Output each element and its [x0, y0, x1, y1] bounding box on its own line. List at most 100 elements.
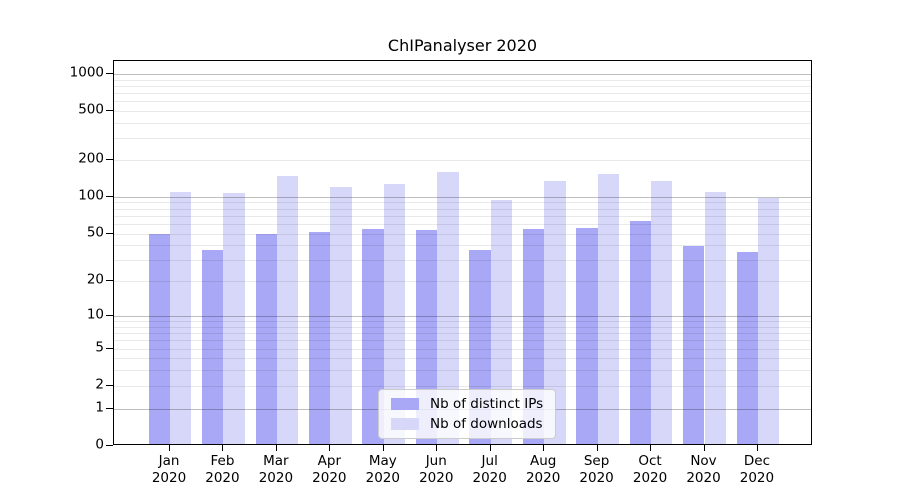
gridline-minor	[114, 340, 811, 342]
y-tick	[106, 315, 113, 316]
gridline-minor	[114, 208, 811, 210]
gridline-minor	[114, 215, 811, 217]
bar-downloads-dec	[757, 198, 780, 444]
legend-label-downloads: Nb of downloads	[430, 415, 543, 432]
x-tick-label: Jun 2020	[419, 453, 454, 486]
legend-item-downloads: Nb of downloads	[391, 415, 545, 432]
bar-downloads-nov	[704, 191, 726, 444]
bar-downloads-jun	[437, 171, 459, 444]
gridline-minor	[114, 369, 811, 371]
plot-area	[113, 60, 812, 445]
bar-downloads-feb	[223, 193, 245, 444]
y-tick-label: 10	[86, 306, 104, 323]
legend-item-distinct-ips: Nb of distinct IPs	[391, 395, 545, 412]
gridline-minor	[114, 386, 811, 387]
y-tick-label: 20	[86, 271, 104, 288]
gridline-minor	[114, 111, 811, 112]
gridline-minor	[114, 202, 811, 204]
y-tick	[106, 385, 113, 386]
gridline-minor	[114, 122, 811, 124]
bar-downloads-apr	[330, 187, 352, 444]
legend: Nb of distinct IPs Nb of downloads	[378, 389, 556, 439]
y-tick	[106, 280, 113, 281]
x-tick	[436, 445, 438, 451]
y-tick-label: 500	[78, 101, 104, 118]
gridline-major	[114, 316, 811, 317]
bar-distinct-ips-feb	[202, 250, 224, 444]
x-tick-label: Jul 2020	[472, 453, 507, 486]
x-tick	[489, 445, 491, 451]
bar-distinct-ips-dec	[736, 251, 758, 444]
chart-title: ChIPanalyser 2020	[387, 36, 538, 55]
bar-downloads-oct	[651, 180, 673, 444]
bar-downloads-mar	[276, 176, 299, 444]
bar-distinct-ips-jan	[148, 233, 170, 444]
y-tick	[106, 159, 113, 160]
gridline-minor	[114, 85, 811, 87]
legend-swatch-downloads-icon	[391, 417, 419, 430]
y-tick	[106, 110, 113, 111]
gridline-minor	[114, 223, 811, 225]
y-tick-label: 1000	[69, 64, 104, 81]
y-tick	[106, 445, 113, 446]
gridline-minor	[114, 259, 811, 261]
gridline-minor	[114, 138, 811, 140]
bar-distinct-ips-oct	[629, 220, 652, 444]
gridline-minor	[114, 245, 811, 247]
y-tick	[106, 73, 113, 74]
y-tick-label: 100	[78, 187, 104, 204]
y-tick	[106, 348, 113, 349]
gridline-major	[114, 196, 811, 198]
bar-downloads-jan	[170, 192, 192, 444]
x-tick	[543, 445, 545, 451]
bar-distinct-ips-nov	[683, 245, 705, 444]
x-tick-label: Aug 2020	[525, 453, 561, 486]
gridline-minor	[114, 93, 811, 95]
bar-distinct-ips-apr	[308, 231, 331, 444]
bar-downloads-aug	[544, 180, 566, 444]
x-tick-label: Dec 2020	[739, 453, 775, 486]
x-tick-label: Feb 2020	[205, 453, 240, 486]
y-tick	[106, 195, 113, 197]
gridline-minor	[114, 321, 811, 323]
x-tick	[596, 445, 598, 451]
y-tick-label: 1	[95, 399, 104, 415]
bar-downloads-jul	[490, 199, 513, 444]
x-tick-label: May 2020	[365, 453, 400, 486]
bar-downloads-sep	[597, 173, 619, 444]
y-tick-label: 200	[78, 150, 104, 167]
x-tick-label: Nov 2020	[686, 453, 721, 486]
x-tick	[650, 445, 652, 451]
gridline-minor	[114, 233, 811, 235]
x-tick-label: Oct 2020	[632, 453, 668, 486]
bar-distinct-ips-mar	[255, 233, 277, 444]
y-tick-label: 0	[95, 436, 104, 453]
x-tick-label: Mar 2020	[258, 453, 294, 486]
gridline-minor	[114, 101, 811, 103]
x-tick-label: Jan 2020	[151, 453, 187, 486]
x-tick	[329, 445, 331, 451]
gridline-minor	[114, 349, 811, 350]
bar-distinct-ips-sep	[576, 228, 598, 444]
legend-swatch-distinct-ips-icon	[391, 397, 419, 410]
y-tick-label: 5	[95, 339, 104, 356]
x-tick	[703, 445, 705, 451]
bar-downloads-may	[383, 184, 406, 444]
gridline-major	[114, 74, 811, 75]
x-tick	[275, 445, 277, 451]
y-tick-label: 50	[86, 224, 104, 240]
x-tick	[756, 445, 758, 451]
x-tick	[382, 445, 384, 451]
y-tick	[106, 407, 113, 409]
y-tick	[106, 232, 113, 234]
x-tick	[222, 445, 224, 451]
y-tick-label: 2	[95, 376, 104, 393]
legend-label-distinct-ips: Nb of distinct IPs	[430, 395, 544, 412]
x-tick	[169, 445, 170, 451]
x-tick-label: Sep 2020	[579, 453, 614, 486]
gridline-minor	[114, 326, 811, 328]
gridline-minor	[114, 160, 811, 161]
gridline-minor	[114, 332, 811, 334]
gridline-minor	[114, 281, 811, 282]
